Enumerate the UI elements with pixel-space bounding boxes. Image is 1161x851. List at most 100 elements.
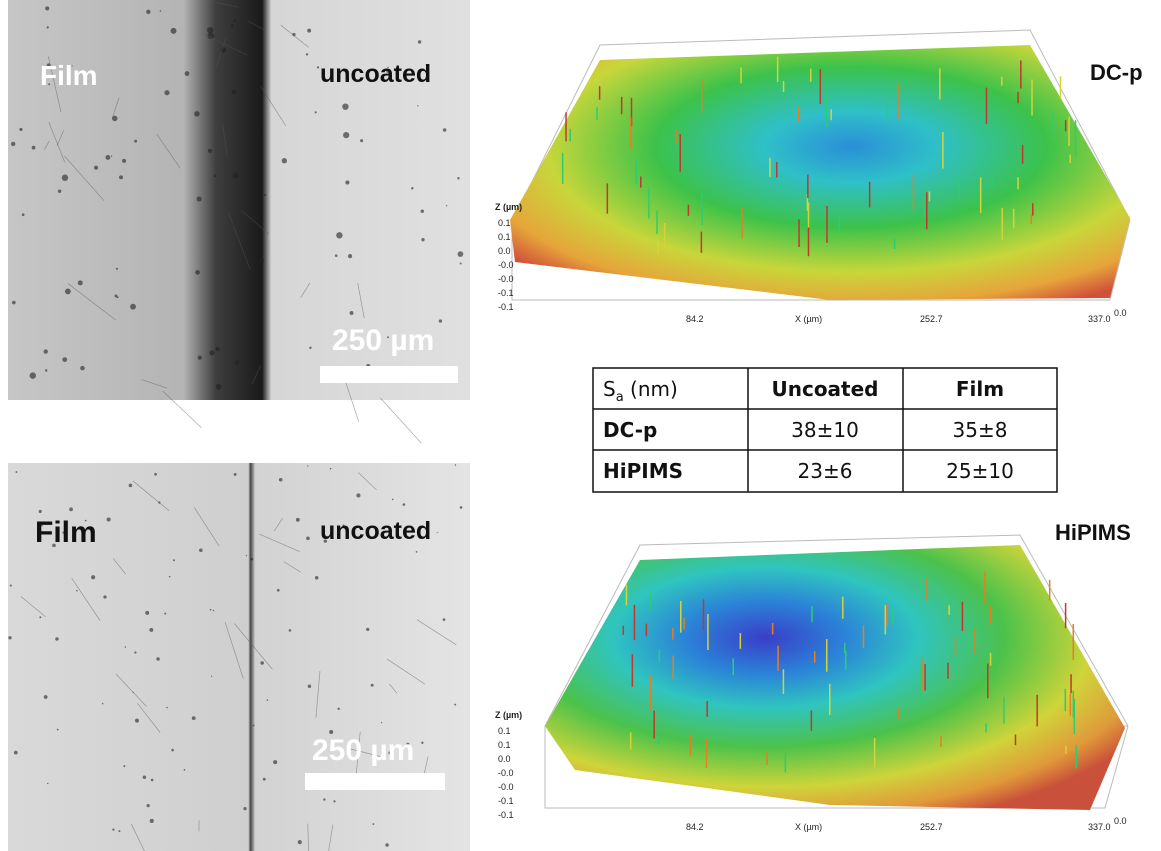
speck — [198, 356, 202, 360]
speck — [207, 32, 214, 39]
speck — [260, 661, 263, 664]
speck — [371, 684, 374, 687]
speck — [273, 760, 277, 764]
speck — [454, 704, 456, 706]
plot-title: HiPIMS — [1055, 520, 1131, 545]
z-tick-label: -0.0 — [498, 768, 514, 778]
speck — [392, 499, 394, 501]
speck — [19, 128, 22, 131]
cell: 23±6 — [798, 459, 853, 483]
speck — [243, 807, 246, 810]
z-tick-label: -0.0 — [498, 782, 514, 792]
speck — [403, 503, 406, 506]
plot-title: DC-p — [1090, 60, 1143, 85]
scale-label: 250 µm — [332, 324, 434, 357]
speck — [315, 111, 317, 113]
speck — [14, 751, 18, 755]
speck — [306, 537, 310, 541]
z-tick-label: 0.1 — [498, 726, 511, 736]
speck — [298, 840, 302, 844]
figure: Film uncoated 250 µm Film uncoated 250 µ… — [0, 0, 1161, 851]
speck — [62, 357, 67, 362]
speck — [125, 646, 126, 647]
speck — [8, 636, 11, 639]
speck — [289, 629, 292, 632]
speck — [192, 716, 196, 720]
speck — [10, 584, 12, 586]
speck — [199, 548, 203, 552]
speck — [11, 142, 15, 146]
speck — [356, 493, 360, 497]
speck — [421, 742, 423, 744]
speck — [47, 783, 48, 784]
speck — [103, 595, 106, 598]
speck — [134, 140, 137, 143]
speck — [249, 125, 250, 126]
speck — [307, 29, 311, 33]
speck — [421, 210, 424, 213]
x-tick-label: 252.7 — [920, 822, 943, 832]
speck — [338, 708, 340, 710]
speck — [194, 111, 199, 116]
speck — [55, 637, 58, 640]
subscript: a — [616, 390, 624, 405]
speck — [44, 349, 48, 353]
header-cell: Film — [956, 377, 1004, 401]
speck — [44, 695, 48, 699]
speck — [258, 131, 260, 133]
speck — [261, 259, 264, 262]
speck — [171, 749, 174, 752]
speck — [343, 132, 349, 138]
film-label: Film — [35, 516, 97, 549]
z-label: Z (µm) — [495, 710, 522, 720]
speck — [308, 685, 311, 688]
speck — [232, 90, 237, 95]
speck — [171, 28, 177, 34]
speck — [30, 372, 36, 378]
z-label: Z (µm) — [495, 202, 522, 212]
speck — [150, 819, 154, 823]
speck — [143, 776, 146, 779]
speck — [207, 27, 213, 33]
speck — [458, 251, 464, 257]
speck — [65, 288, 71, 294]
speck — [22, 213, 25, 216]
x-tick-label: 252.7 — [920, 314, 943, 324]
speck — [185, 71, 190, 76]
speck — [130, 304, 136, 310]
speck — [80, 366, 85, 371]
speck — [211, 676, 212, 677]
z-tick-label: 0.0 — [498, 246, 511, 256]
z-tick-label: -0.1 — [498, 288, 514, 298]
speck — [231, 24, 234, 27]
speck — [385, 843, 388, 846]
header-cell: Uncoated — [771, 377, 878, 401]
speck — [154, 473, 157, 476]
speck — [307, 465, 308, 466]
x-tick-label: 84.2 — [686, 822, 704, 832]
speck — [372, 823, 374, 825]
z-tick-label: 0.1 — [498, 740, 511, 750]
row-label: DC-p — [603, 418, 657, 442]
speck — [94, 166, 98, 170]
speck — [164, 613, 166, 615]
speck — [16, 471, 18, 473]
film-label: Film — [40, 60, 98, 91]
speck — [169, 576, 171, 578]
speck — [315, 576, 319, 580]
speck — [233, 19, 236, 22]
uncoated-label: uncoated — [320, 60, 431, 88]
speck — [439, 319, 442, 322]
speck — [296, 518, 300, 522]
speck — [147, 804, 150, 807]
speck — [39, 510, 42, 513]
speck — [213, 610, 214, 611]
speck — [166, 707, 167, 708]
speck — [156, 657, 159, 660]
cell: 25±10 — [946, 459, 1014, 483]
speck — [309, 347, 311, 349]
cell: 38±10 — [791, 418, 859, 442]
speck — [282, 158, 287, 163]
speck — [250, 558, 253, 561]
speck — [197, 197, 202, 202]
